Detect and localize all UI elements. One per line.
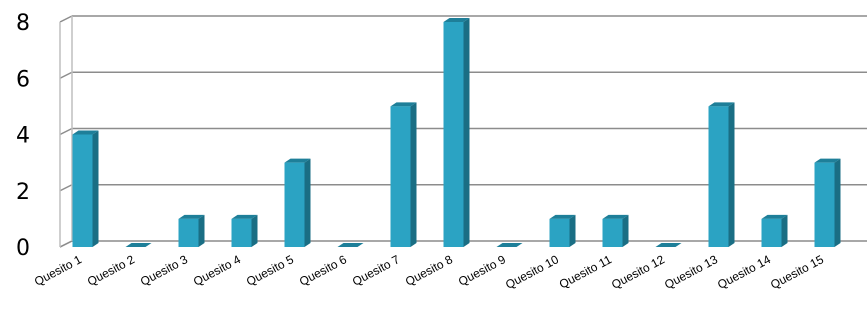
bar-top: [655, 243, 682, 247]
bar: [125, 243, 152, 247]
bar: [178, 214, 205, 247]
floor-edge: [59, 240, 73, 248]
bar-front: [178, 218, 199, 247]
gridline-diagonal: [59, 15, 73, 23]
bar-front: [761, 218, 782, 247]
x-tick-label: Quesito 5: [244, 252, 296, 289]
gridline-diagonal: [59, 71, 73, 79]
bars: [72, 18, 841, 247]
x-tick-label: Quesito 6: [297, 252, 349, 289]
bar-side: [251, 214, 258, 247]
bar: [708, 102, 735, 247]
bar-front: [549, 218, 570, 247]
bar-side: [92, 130, 99, 247]
bar-front: [814, 162, 835, 247]
bar-top: [549, 214, 576, 219]
bar-top: [390, 102, 417, 107]
bar-top: [337, 243, 364, 247]
x-tick-label: Quesito 13: [662, 252, 720, 292]
bar-top: [602, 214, 629, 219]
bar: [602, 214, 629, 247]
x-tick-label: Quesito 12: [609, 252, 667, 292]
bar-top: [178, 214, 205, 219]
gridline-diagonal: [59, 127, 73, 136]
bar-top: [496, 243, 523, 247]
y-tick-label: 0: [16, 236, 30, 261]
x-tick-label: Quesito 11: [557, 252, 614, 291]
x-tick-label: Quesito 15: [768, 252, 826, 292]
bar-front: [390, 106, 411, 247]
bar: [655, 243, 682, 247]
x-tick-label: Quesito 7: [350, 252, 402, 289]
bar-top: [72, 130, 99, 135]
x-tick-label: Quesito 14: [715, 252, 773, 292]
bar-front: [602, 218, 623, 247]
bar: [337, 243, 364, 247]
x-tick-label: Quesito 8: [403, 252, 455, 289]
bar: [72, 130, 99, 247]
bar: [284, 158, 311, 247]
x-tick-label: Quesito 4: [191, 252, 243, 289]
gridline-diagonal: [59, 184, 73, 192]
bar-top: [284, 158, 311, 163]
bar-front: [284, 162, 305, 247]
x-tick-label: Quesito 2: [85, 252, 137, 289]
x-tick-label: Quesito 10: [503, 252, 561, 292]
bar-front: [708, 106, 729, 247]
x-axis-ticks: Quesito 1 Quesito 2 Quesito 3 Quesito 4 Ques…: [32, 252, 826, 292]
bar-top: [443, 18, 470, 22]
bar: [761, 214, 788, 247]
bar-side: [198, 214, 205, 247]
bar-side: [781, 214, 788, 247]
bar-top: [761, 214, 788, 219]
y-tick-label: 2: [16, 180, 30, 205]
bar-side: [569, 214, 576, 247]
bar: [814, 158, 841, 247]
bar-side: [304, 158, 311, 247]
bar-side: [463, 18, 470, 247]
bar-side: [622, 214, 629, 247]
bar: [231, 214, 258, 247]
bar-top: [231, 214, 258, 219]
bar-top: [708, 102, 735, 107]
bar-side: [410, 102, 417, 247]
bar: [496, 243, 523, 247]
x-tick-label: Quesito 3: [138, 252, 190, 289]
bar-front: [231, 218, 252, 247]
x-tick-label: Quesito 9: [456, 252, 508, 289]
bar: [549, 214, 576, 247]
bar: [390, 102, 417, 247]
bar-front: [72, 134, 93, 247]
y-tick-label: 4: [16, 124, 30, 149]
bar-top: [814, 158, 841, 163]
x-tick-label: Quesito 1: [32, 252, 84, 289]
bar-top: [125, 243, 152, 247]
chart-walls: [59, 16, 73, 248]
bar-side: [834, 158, 841, 247]
y-axis-ticks: 0 2 4 6 8: [16, 11, 30, 261]
y-tick-label: 6: [16, 67, 30, 92]
bar-side: [728, 102, 735, 247]
bar-front: [443, 22, 464, 247]
bar: [443, 18, 470, 247]
y-tick-label: 8: [16, 11, 30, 36]
